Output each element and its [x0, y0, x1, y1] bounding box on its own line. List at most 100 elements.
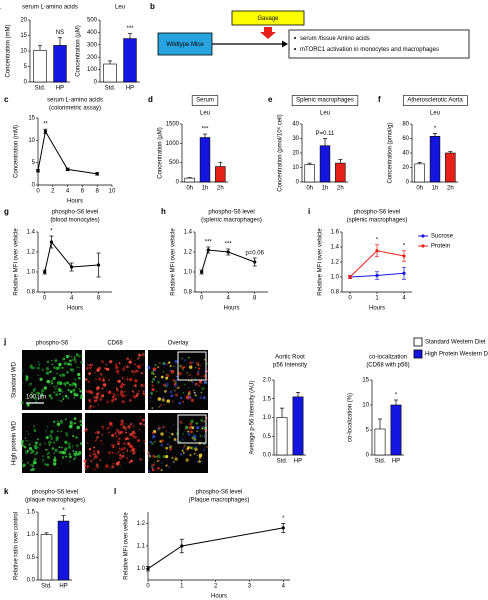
speckle — [138, 428, 141, 431]
speckle — [64, 440, 68, 445]
speckle — [92, 458, 95, 461]
speckle — [194, 378, 196, 380]
speckle — [178, 401, 181, 405]
speckle — [165, 464, 168, 467]
speckle — [182, 451, 185, 454]
speckle — [93, 446, 96, 449]
speckle — [188, 374, 191, 377]
speckle — [32, 388, 36, 392]
speckle — [189, 446, 193, 450]
chart-title: phospho-S6 level — [32, 490, 78, 496]
speckle — [198, 460, 201, 464]
speckle — [175, 378, 179, 382]
speckle — [32, 460, 36, 464]
speckle — [76, 425, 80, 430]
y-tick-label: 0 — [406, 180, 410, 186]
legend-marker — [421, 244, 425, 248]
speckle — [123, 446, 126, 450]
speckle — [100, 360, 104, 364]
legend-label: Sucrose — [431, 234, 454, 240]
speckle — [55, 436, 59, 440]
y-tick-label: 1.0 — [331, 275, 340, 281]
speckle — [89, 452, 92, 454]
speckle — [24, 444, 26, 446]
speckle — [95, 464, 100, 469]
speckle — [51, 382, 54, 385]
speckle — [38, 442, 42, 446]
x-tick-label: HP — [392, 459, 400, 465]
speckle — [137, 445, 139, 447]
speckle — [135, 450, 137, 452]
speckle — [196, 372, 200, 376]
y-tick-label: 1.5 — [263, 396, 272, 402]
annotation: *** — [225, 242, 233, 248]
speckle — [190, 398, 195, 403]
speckle — [55, 393, 58, 396]
gavage-box — [231, 10, 305, 26]
chart-title: Aortic Root — [275, 355, 305, 361]
speckle — [52, 462, 57, 466]
panel-label: l — [114, 487, 116, 496]
speckle — [70, 356, 73, 358]
speckle — [196, 430, 198, 433]
speckle — [117, 379, 121, 384]
speckle — [96, 430, 100, 435]
speckle — [95, 399, 98, 402]
speckle — [84, 464, 87, 467]
annotation: * — [403, 243, 406, 249]
point — [375, 249, 379, 253]
speckle — [51, 447, 55, 450]
speckle — [47, 448, 49, 450]
speckle — [56, 420, 59, 423]
speckle — [166, 452, 168, 454]
chart-subtitle: (blood monocytes) — [50, 218, 99, 224]
y-axis-label: Relative ratio over control — [14, 512, 20, 580]
speckle — [130, 423, 132, 426]
speckle — [121, 400, 125, 404]
line — [201, 249, 255, 273]
speckle — [48, 444, 51, 446]
speckle — [136, 358, 139, 360]
speckle — [112, 462, 115, 465]
speckle — [29, 463, 32, 466]
speckle — [196, 454, 198, 456]
speckle — [105, 464, 109, 468]
speckle — [166, 443, 169, 446]
speckle — [182, 433, 184, 435]
panel-label: b — [150, 2, 155, 11]
speckle — [151, 380, 154, 383]
speckle — [70, 368, 75, 372]
x-tick-label: 2h — [447, 186, 454, 192]
speckle — [160, 443, 164, 447]
speckle — [68, 446, 71, 449]
speckle — [23, 463, 26, 466]
speckle — [51, 363, 53, 366]
y-tick-label: 1.4 — [331, 245, 340, 251]
speckle — [114, 432, 117, 435]
speckle — [31, 464, 35, 468]
speckle — [68, 452, 72, 456]
point — [43, 270, 47, 274]
subject: Wildtype Mice — [166, 42, 204, 48]
speckle — [129, 449, 132, 453]
y-axis-label: Concentration (mM) — [14, 125, 20, 178]
speckle — [34, 430, 37, 433]
speckle — [101, 434, 104, 436]
speckle — [76, 452, 80, 456]
speckle — [53, 420, 56, 423]
y-axis-label: Relative MFI over vehicle — [14, 228, 20, 296]
y-tick-label: 5 — [24, 64, 28, 70]
speckle — [197, 370, 200, 373]
speckle — [141, 389, 143, 391]
y-tick-label: 0.5 — [263, 434, 272, 440]
y-axis-label: Relative MFI over vehicle — [318, 228, 324, 296]
speckle — [140, 371, 144, 375]
speckle — [174, 360, 178, 363]
speckle — [111, 465, 114, 468]
speckle — [92, 405, 95, 408]
speckle — [62, 440, 64, 442]
speckle — [129, 444, 131, 446]
speckle — [181, 364, 183, 366]
speckle — [53, 456, 57, 459]
speckle — [162, 361, 165, 365]
